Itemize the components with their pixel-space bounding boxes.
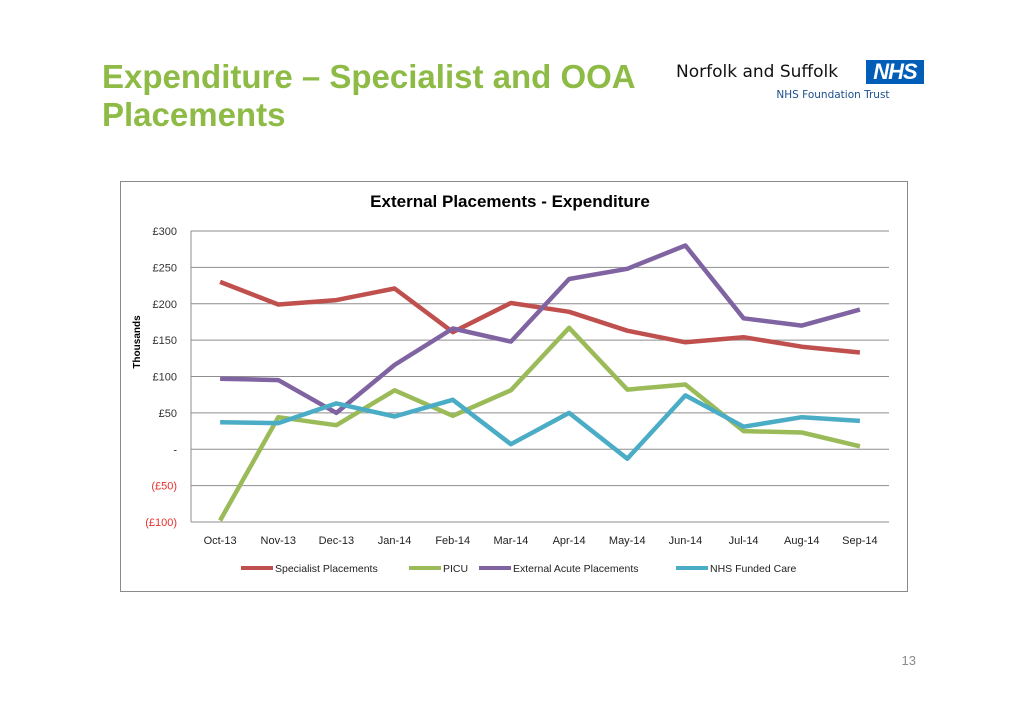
- legend-label: PICU: [443, 563, 468, 575]
- y-axis-label: Thousands: [132, 315, 143, 369]
- x-tick-label: Nov-13: [261, 535, 296, 547]
- nhs-trust-logo: Norfolk and Suffolk NHS NHS Foundation T…: [676, 60, 926, 104]
- series-line-1: [218, 325, 861, 522]
- x-tick-label: Apr-14: [553, 535, 586, 547]
- logo-trust-name: NHS Foundation Trust: [776, 89, 890, 101]
- page-number: 13: [901, 653, 916, 668]
- x-tick-label: Jun-14: [669, 535, 703, 547]
- x-tick-label: Dec-13: [319, 535, 354, 547]
- logo-organisation-name: Norfolk and Suffolk: [676, 62, 839, 82]
- legend: Specialist Placements PICU External Acute …: [241, 563, 797, 575]
- x-axis-ticks: Oct-13 Nov-13 Dec-13 Jan-14 Feb-14 Mar-14 Apr-…: [204, 535, 878, 547]
- x-tick-label: Sep-14: [842, 535, 877, 547]
- x-tick-label: May-14: [609, 535, 646, 547]
- x-tick-label: Feb-14: [435, 535, 470, 547]
- y-tick-label: (£50): [151, 481, 177, 493]
- legend-label: NHS Funded Care: [710, 563, 797, 575]
- y-tick-label: £300: [153, 226, 177, 238]
- series-line-2: [220, 243, 861, 416]
- gridlines: [190, 230, 889, 523]
- y-tick-label: (£100): [145, 517, 177, 529]
- y-tick-label: £50: [159, 408, 177, 420]
- y-tick-label: £250: [153, 262, 177, 274]
- x-tick-label: Mar-14: [493, 535, 528, 547]
- y-tick-label: £150: [153, 335, 177, 347]
- x-tick-label: Jul-14: [729, 535, 759, 547]
- line-chart: External Placements - Expenditure Thousa…: [132, 192, 889, 575]
- series-lines: [218, 243, 861, 522]
- x-tick-label: Jan-14: [378, 535, 412, 547]
- legend-label: Specialist Placements: [275, 563, 378, 575]
- chart-title: External Placements - Expenditure: [370, 192, 650, 211]
- y-tick-label: £200: [153, 299, 177, 311]
- series-line-0: [219, 279, 861, 355]
- series-line-3: [220, 393, 861, 461]
- y-axis-ticks: £300 £250 £200 £150 £100 £50 - (£50) (£100): [145, 226, 177, 529]
- y-tick-label: -: [173, 444, 177, 456]
- x-tick-label: Aug-14: [784, 535, 819, 547]
- legend-label: External Acute Placements: [513, 563, 638, 575]
- slide-title: Expenditure – Specialist and OOA Placeme…: [102, 58, 635, 133]
- x-tick-label: Oct-13: [204, 535, 237, 547]
- chart-frame: External Placements - Expenditure Thousa…: [120, 181, 908, 592]
- nhs-badge: NHS: [866, 60, 924, 84]
- y-tick-label: £100: [153, 372, 177, 384]
